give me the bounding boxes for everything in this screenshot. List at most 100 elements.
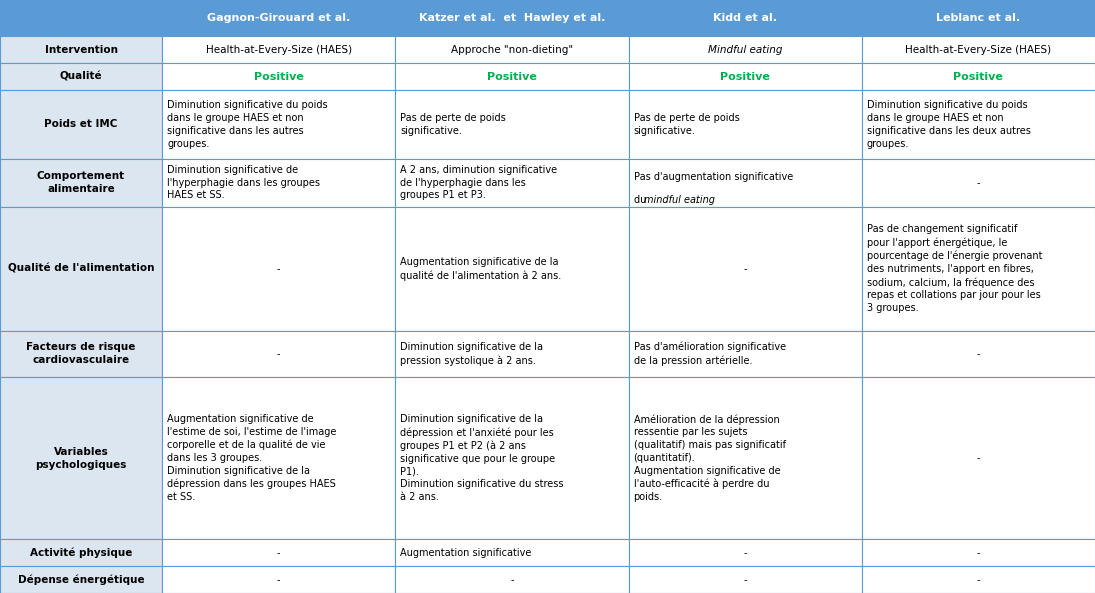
Text: Qualité de l'alimentation: Qualité de l'alimentation [8,264,154,274]
Bar [162,206,395,331]
Bar [0,0,162,36]
Bar [162,36,395,63]
Bar [0,159,162,206]
Text: Gagnon-Girouard et al.: Gagnon-Girouard et al. [207,13,350,23]
Text: Diminution significative de la
pression systolique à 2 ans.: Diminution significative de la pression … [401,342,543,366]
Text: Leblanc et al.: Leblanc et al. [936,13,1021,23]
Bar [162,90,395,159]
Text: Poids et IMC: Poids et IMC [44,119,118,129]
Bar [162,159,395,206]
Bar [395,566,629,593]
Bar [162,331,395,377]
Bar [395,63,629,90]
Text: .: . [695,196,699,205]
Text: Health-at-Every-Size (HAES): Health-at-Every-Size (HAES) [206,44,351,55]
Bar [862,159,1095,206]
Text: Kidd et al.: Kidd et al. [713,13,777,23]
Bar [395,206,629,331]
Text: Facteurs de risque
cardiovasculaire: Facteurs de risque cardiovasculaire [26,343,136,365]
Text: -: - [977,575,980,585]
Bar [629,0,862,36]
Text: Diminution significative de
l'hyperphagie dans les groupes
HAES et SS.: Diminution significative de l'hyperphagi… [168,165,320,200]
Bar [862,331,1095,377]
Bar [862,63,1095,90]
Bar [862,36,1095,63]
Text: Pas d'amélioration significative
de la pression artérielle.: Pas d'amélioration significative de la p… [634,342,785,366]
Text: -: - [977,548,980,558]
Text: Comportement
alimentaire: Comportement alimentaire [37,171,125,194]
Text: -: - [277,575,280,585]
Text: Activité physique: Activité physique [30,547,132,558]
Bar [162,63,395,90]
Text: Pas de changement significatif
pour l'apport énergétique, le
pourcentage de l'én: Pas de changement significatif pour l'ap… [867,224,1042,313]
Text: A 2 ans, diminution significative
de l'hyperphagie dans les
groupes P1 et P3.: A 2 ans, diminution significative de l'h… [401,165,557,200]
Bar [629,36,862,63]
Text: Pas de perte de poids
significative.: Pas de perte de poids significative. [401,113,506,136]
Text: Variables
psychologiques: Variables psychologiques [35,447,127,470]
Bar [395,159,629,206]
Bar [629,90,862,159]
Text: -: - [977,349,980,359]
Text: -: - [977,178,980,187]
Bar [0,90,162,159]
Text: -: - [277,548,280,558]
Text: -: - [744,548,747,558]
Bar [862,0,1095,36]
Bar [629,159,862,206]
Bar [395,36,629,63]
Bar [629,206,862,331]
Text: Pas d'augmentation significative: Pas d'augmentation significative [634,171,793,181]
Bar [0,331,162,377]
Bar [395,90,629,159]
Bar [0,36,162,63]
Bar [395,331,629,377]
Bar [629,566,862,593]
Bar [862,540,1095,566]
Bar [862,566,1095,593]
Text: -: - [977,453,980,463]
Text: du: du [634,196,649,205]
Text: Positive: Positive [954,72,1003,81]
Text: Health-at-Every-Size (HAES): Health-at-Every-Size (HAES) [906,44,1051,55]
Text: Diminution significative du poids
dans le groupe HAES et non
significative dans : Diminution significative du poids dans l… [168,100,327,148]
Text: Amélioration de la dépression
ressentie par les sujets
(qualitatif) mais pas sig: Amélioration de la dépression ressentie … [634,414,785,502]
Text: Intervention: Intervention [45,44,117,55]
Bar [629,63,862,90]
Text: Diminution significative de la
dépression et l'anxiété pour les
groupes P1 et P2: Diminution significative de la dépressio… [401,414,564,502]
Text: Mindful eating: Mindful eating [707,44,783,55]
Text: Dépense énergétique: Dépense énergétique [18,575,145,585]
Bar [395,377,629,540]
Text: mindful eating: mindful eating [645,196,715,205]
Bar [862,206,1095,331]
Text: Qualité: Qualité [60,72,102,81]
Bar [0,377,162,540]
Bar [0,540,162,566]
Text: -: - [277,264,280,274]
Text: Diminution significative du poids
dans le groupe HAES et non
significative dans : Diminution significative du poids dans l… [867,100,1030,148]
Bar [629,331,862,377]
Bar [395,540,629,566]
Bar [629,540,862,566]
Text: Katzer et al.  et  Hawley et al.: Katzer et al. et Hawley et al. [418,13,606,23]
Text: Augmentation significative de la
qualité de l'alimentation à 2 ans.: Augmentation significative de la qualité… [401,257,562,280]
Text: -: - [510,575,514,585]
Text: -: - [744,264,747,274]
Text: -: - [277,349,280,359]
Bar [162,566,395,593]
Bar [395,0,629,36]
Text: Positive: Positive [487,72,537,81]
Bar [162,0,395,36]
Bar [862,90,1095,159]
Bar [0,63,162,90]
Bar [0,206,162,331]
Bar [0,566,162,593]
Text: -: - [744,575,747,585]
Text: Augmentation significative de
l'estime de soi, l'estime de l'image
corporelle et: Augmentation significative de l'estime d… [168,414,336,502]
Text: Pas de perte de poids
significative.: Pas de perte de poids significative. [634,113,739,136]
Text: Augmentation significative: Augmentation significative [401,548,532,558]
Bar [629,377,862,540]
Bar [162,540,395,566]
Bar [162,377,395,540]
Text: Positive: Positive [254,72,303,81]
Text: Approche "non-dieting": Approche "non-dieting" [451,44,573,55]
